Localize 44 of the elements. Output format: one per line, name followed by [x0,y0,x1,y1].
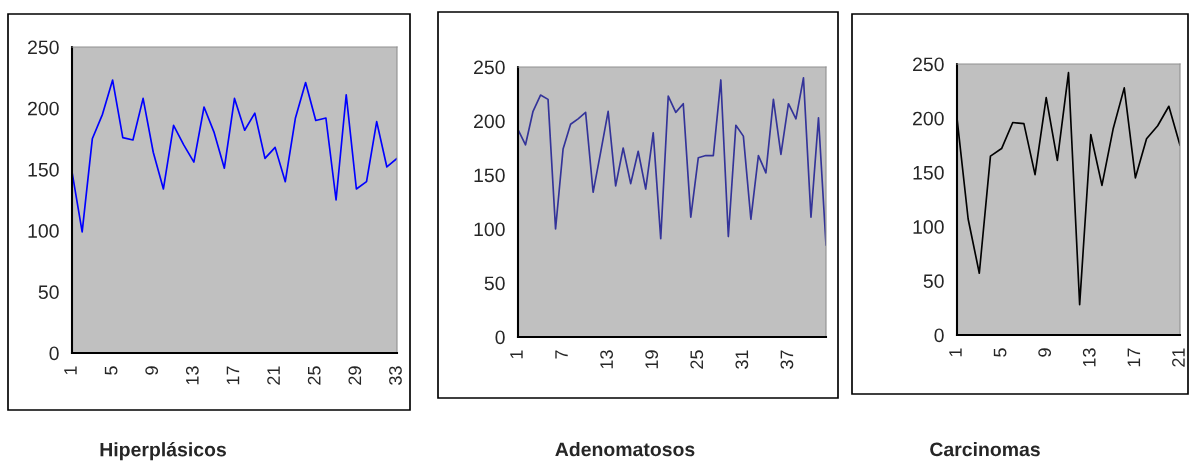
x-tick-label: 9 [1038,348,1052,357]
x-tick-label: 31 [735,350,749,369]
y-tick-label: 0 [495,330,505,345]
y-tick-label: 150 [474,168,505,183]
y-tick-label: 50 [484,276,505,291]
y-tick-label: 100 [28,224,59,238]
x-tick-label: 5 [993,348,1007,357]
x-tick-label: 29 [348,366,362,385]
x-tick-label: 1 [510,350,523,359]
x-tick-label: 9 [145,366,159,375]
y-tick-label: 200 [913,111,944,126]
y-tick-label: 0 [934,328,944,343]
x-axis-title: Carcinomas [930,442,1040,457]
x-axis-title: Adenomatosos [555,442,695,457]
x-tick-label: 13 [185,366,199,385]
y-tick-label: 250 [28,40,59,55]
x-tick-label: 37 [780,350,794,369]
x-tick-label: 19 [645,350,659,369]
y-tick-label: 150 [913,165,944,180]
y-tick-label: 100 [474,222,505,237]
y-tick-label: 50 [38,285,59,300]
y-tick-label: 50 [923,274,944,289]
x-axis-title: Hiperplásicos [100,442,226,461]
x-tick-label: 13 [600,350,613,369]
y-tick-label: 100 [913,220,944,234]
x-tick-label: 25 [690,350,704,369]
x-tick-label: 7 [555,350,568,359]
line-series [72,79,397,233]
y-tick-label: 250 [913,57,944,72]
y-tick-label: 0 [49,346,59,361]
x-tick-label: 1 [64,366,77,375]
x-tick-label: 13 [1082,348,1096,367]
y-tick-label: 200 [474,114,505,129]
x-tick-label: 5 [104,366,118,375]
x-tick-label: 1 [949,348,962,357]
x-tick-label: 21 [1172,348,1185,367]
x-tick-label: 17 [226,366,240,385]
x-tick-label: 21 [267,366,280,385]
x-tick-label: 25 [307,366,321,385]
y-tick-label: 200 [28,101,59,116]
x-tick-label: 17 [1127,348,1141,367]
x-tick-label: 33 [389,366,402,385]
y-tick-label: 150 [28,162,59,177]
y-tick-label: 250 [474,60,505,75]
